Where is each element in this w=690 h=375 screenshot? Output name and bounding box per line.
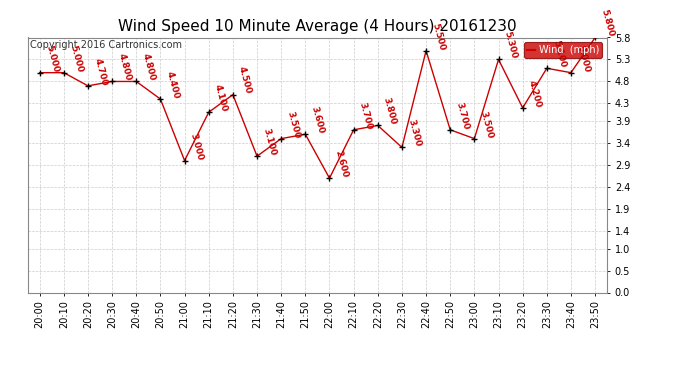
Text: 5.800: 5.800: [600, 9, 615, 38]
Text: 5.000: 5.000: [44, 44, 60, 73]
Text: 3.600: 3.600: [310, 105, 326, 135]
Text: 3.000: 3.000: [189, 132, 205, 161]
Text: 3.800: 3.800: [382, 96, 398, 126]
Text: 3.700: 3.700: [358, 101, 374, 130]
Text: 4.400: 4.400: [165, 70, 181, 100]
Text: 4.100: 4.100: [213, 83, 229, 113]
Text: 5.000: 5.000: [575, 44, 591, 73]
Text: 4.800: 4.800: [141, 53, 157, 82]
Text: 2.600: 2.600: [334, 149, 350, 179]
Text: 3.700: 3.700: [455, 101, 471, 130]
Text: 3.500: 3.500: [479, 110, 495, 139]
Title: Wind Speed 10 Minute Average (4 Hours) 20161230: Wind Speed 10 Minute Average (4 Hours) 2…: [118, 18, 517, 33]
Text: 3.100: 3.100: [262, 128, 277, 157]
Text: 5.300: 5.300: [503, 31, 519, 60]
Text: 3.300: 3.300: [406, 118, 422, 148]
Text: 4.800: 4.800: [117, 53, 132, 82]
Text: 4.500: 4.500: [237, 66, 253, 95]
Text: 5.500: 5.500: [431, 22, 446, 51]
Text: 5.000: 5.000: [68, 44, 84, 73]
Legend: Wind  (mph): Wind (mph): [524, 42, 602, 58]
Text: 4.700: 4.700: [92, 57, 108, 87]
Text: 4.200: 4.200: [527, 79, 543, 108]
Text: Copyright 2016 Cartronics.com: Copyright 2016 Cartronics.com: [30, 40, 182, 50]
Text: 5.100: 5.100: [551, 39, 567, 69]
Text: 3.500: 3.500: [286, 110, 302, 139]
